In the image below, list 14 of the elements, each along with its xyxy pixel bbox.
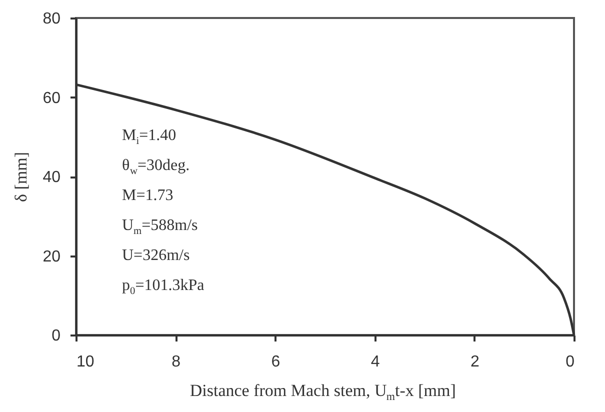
y-tick-label: 80: [42, 10, 61, 28]
annotation: U=326m/s: [122, 247, 190, 264]
y-axis-title: δ [mm]: [12, 152, 31, 202]
annotation: M=1.73: [122, 187, 174, 204]
x-tick-label: 2: [470, 354, 480, 370]
x-tick-label: 4: [370, 354, 380, 370]
y-tick-label: 60: [42, 90, 61, 107]
x-tick-label: 0: [566, 354, 575, 370]
y-tick-label: 40: [42, 169, 61, 186]
x-tick-label: 10: [76, 354, 94, 370]
y-tick-label: 20: [42, 248, 61, 266]
y-tick-label: 0: [52, 328, 61, 344]
x-tick-label: 6: [271, 354, 280, 370]
x-tick-label: 8: [172, 354, 181, 370]
